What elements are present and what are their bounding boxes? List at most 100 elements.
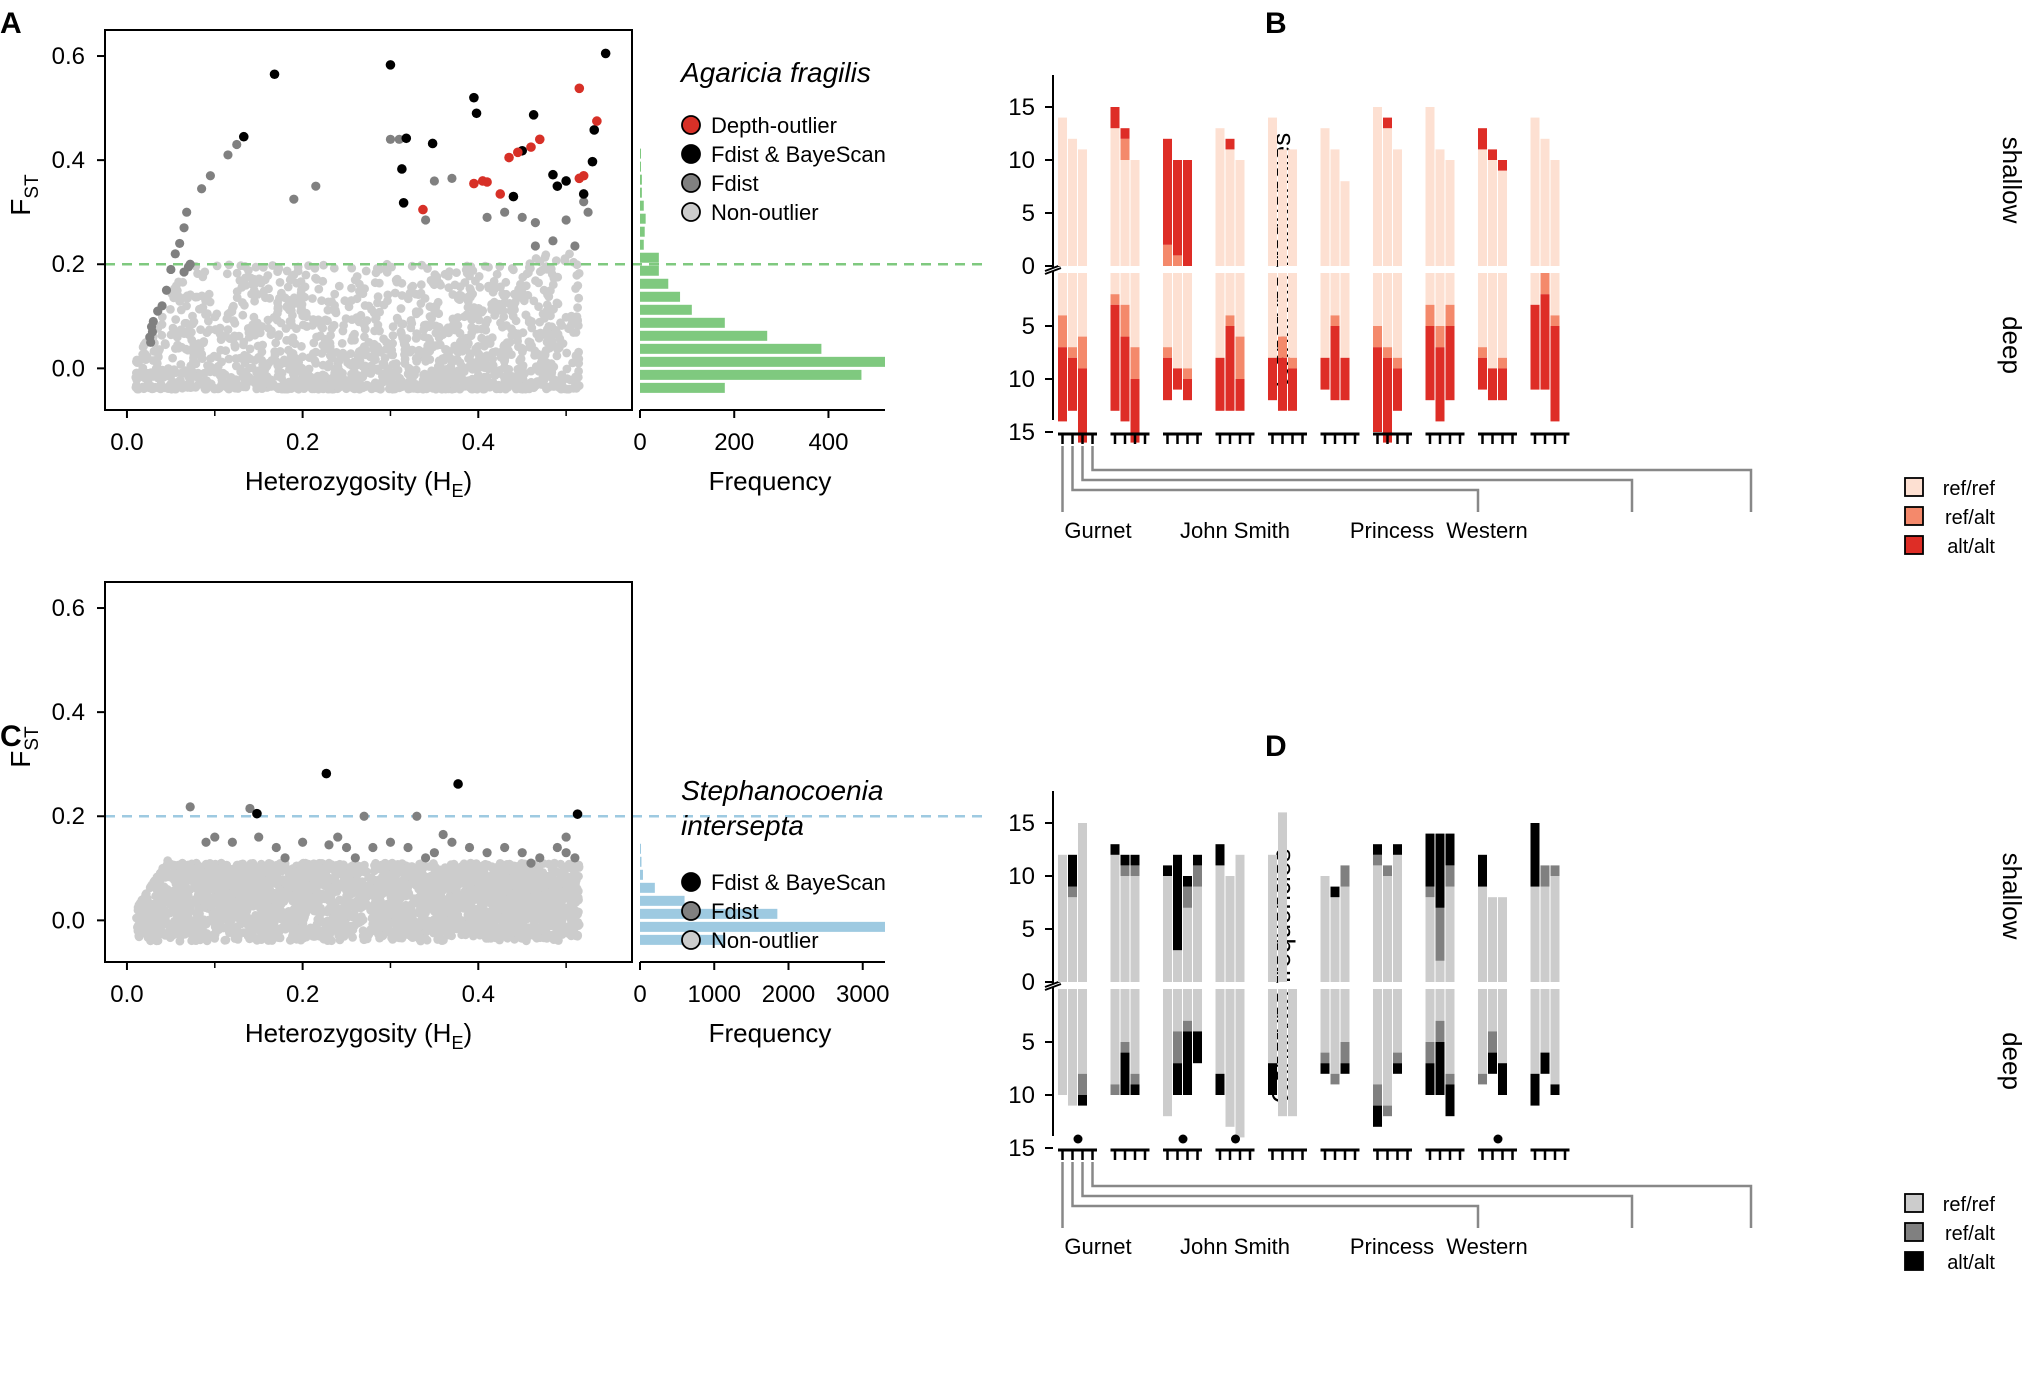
non-outlier-point: [178, 277, 188, 287]
depth-outlier-point: [495, 189, 506, 199]
x-tick-label: 0.0: [110, 981, 143, 1008]
non-outlier-point: [531, 276, 540, 286]
shallow-genotype-segment: [1330, 897, 1340, 982]
non-outlier-point: [474, 308, 484, 318]
panel-d-genotype-bars: 05101551015Genotype frequenciesshallowde…: [1008, 791, 2027, 1274]
deep-genotype-segment: [1320, 273, 1330, 358]
deep-genotype-segment: [1498, 273, 1507, 358]
non-outlier-point: [347, 336, 356, 345]
fdist-bayescan-point: [238, 131, 249, 142]
deep-genotype-segment: [1130, 1073, 1140, 1085]
non-outlier-point: [412, 357, 422, 366]
non-outlier-point: [460, 871, 470, 880]
non-outlier-point: [431, 384, 441, 394]
fdist-bayescan-point: [587, 156, 598, 167]
non-outlier-point: [336, 374, 345, 384]
deep-genotype-segment: [1225, 326, 1235, 411]
y-tick-label: 10: [1008, 147, 1035, 174]
non-outlier-point: [445, 352, 454, 362]
non-outlier-point: [236, 261, 246, 271]
non-outlier-point: [406, 932, 416, 941]
shallow-genotype-segment: [1478, 854, 1487, 887]
significance-dot: [1178, 1134, 1188, 1144]
non-outlier-point: [432, 341, 442, 350]
non-outlier-point: [277, 907, 287, 917]
non-outlier-point: [225, 308, 235, 318]
non-outlier-point: [475, 282, 485, 292]
shallow-genotype-segment: [1173, 255, 1182, 266]
shallow-genotype-segment: [1235, 854, 1245, 982]
legend-label: Fdist & BayeScan: [711, 142, 886, 167]
non-outlier-point: [492, 269, 502, 279]
non-outlier-point: [139, 384, 149, 394]
non-outlier-point: [336, 861, 345, 870]
deep-genotype-segment: [1478, 1073, 1487, 1085]
non-outlier-point: [331, 879, 341, 889]
non-outlier-point: [319, 260, 328, 270]
reef-leader-line: [1081, 1162, 1634, 1228]
histogram-bar: [640, 226, 645, 237]
non-outlier-point: [367, 305, 376, 314]
non-outlier-point: [495, 879, 505, 888]
reef-label: Gurnet: [1064, 1234, 1131, 1259]
non-outlier-point: [531, 877, 541, 887]
non-outlier-point: [244, 372, 254, 382]
shallow-genotype-segment: [1163, 244, 1172, 266]
non-outlier-point: [184, 326, 194, 335]
legend-swatch: [681, 115, 701, 135]
deep-genotype-segment: [1278, 336, 1287, 358]
non-outlier-point: [423, 921, 433, 931]
legend-label: Non-outlier: [711, 928, 819, 953]
non-outlier-point: [154, 346, 164, 356]
non-outlier-point: [169, 377, 179, 387]
non-outlier-point: [360, 860, 369, 870]
non-outlier-point: [162, 869, 172, 879]
non-outlier-point: [411, 289, 421, 299]
non-outlier-point: [142, 352, 152, 361]
non-outlier-point: [510, 861, 519, 871]
non-outlier-point: [328, 925, 338, 935]
non-outlier-point: [209, 351, 219, 361]
deep-genotype-segment: [1445, 304, 1455, 326]
non-outlier-point: [511, 316, 521, 326]
non-outlier-point: [519, 895, 529, 905]
shallow-genotype-segment: [1163, 138, 1172, 245]
non-outlier-point: [266, 931, 276, 941]
non-outlier-point: [292, 324, 301, 333]
fdist-outlier-point: [280, 853, 290, 863]
non-outlier-point: [416, 891, 425, 901]
histogram-bar: [640, 369, 862, 380]
non-outlier-point: [407, 899, 417, 909]
deep-genotype-segment: [1540, 1052, 1550, 1074]
non-outlier-point: [160, 339, 170, 348]
non-outlier-point: [202, 870, 211, 880]
non-outlier-point: [459, 929, 468, 939]
non-outlier-point: [379, 334, 388, 344]
non-outlier-point: [573, 303, 582, 312]
deep-genotype-segment: [1373, 989, 1382, 1085]
deep-genotype-segment: [1173, 1031, 1182, 1064]
histogram-x-tick-label: 0: [633, 981, 646, 1008]
non-outlier-point: [417, 260, 427, 270]
non-outlier-point: [370, 326, 379, 336]
non-outlier-point: [460, 892, 470, 902]
non-outlier-point: [330, 911, 339, 921]
genotype-legend-swatch: [1904, 1222, 1924, 1242]
non-outlier-point: [301, 906, 310, 916]
non-outlier-point: [574, 269, 584, 278]
shallow-genotype-segment: [1225, 149, 1235, 266]
non-outlier-point: [197, 354, 207, 363]
non-outlier-point: [552, 342, 562, 351]
y-tick-label: 5: [1022, 916, 1035, 943]
fdist-outlier-point: [385, 837, 396, 847]
non-outlier-point: [385, 377, 395, 387]
shallow-genotype-segment: [1540, 886, 1550, 982]
shallow-genotype-segment: [1435, 960, 1445, 982]
non-outlier-point: [212, 309, 222, 319]
shallow-genotype-segment: [1058, 117, 1067, 266]
non-outlier-point: [489, 276, 499, 286]
deep-genotype-segment: [1435, 1042, 1445, 1095]
non-outlier-point: [347, 263, 357, 273]
non-outlier-point: [230, 331, 240, 341]
non-outlier-point: [230, 934, 240, 943]
